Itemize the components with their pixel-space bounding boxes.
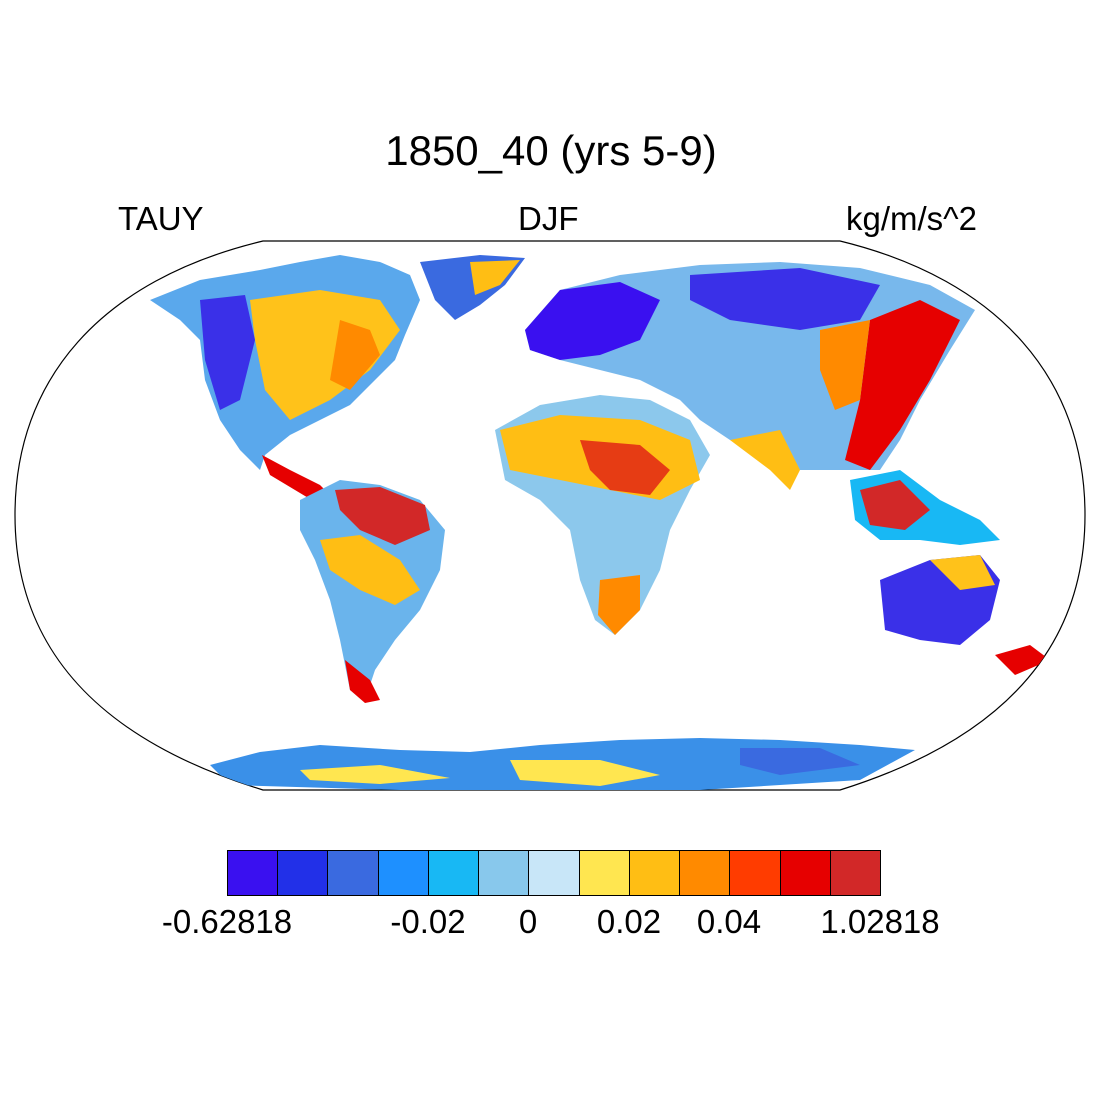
colorbar-tick-label: 1.02818 <box>820 903 940 940</box>
colorbar-box <box>479 851 530 895</box>
units-label: kg/m/s^2 <box>846 200 978 237</box>
antarctica-warm <box>300 765 450 784</box>
nz <box>995 645 1050 675</box>
colorbar-box <box>328 851 379 895</box>
colorbar-box <box>529 851 580 895</box>
na-warm <box>250 290 400 420</box>
east-asia-red <box>845 300 960 470</box>
colorbar-box <box>629 851 681 895</box>
sa-tip <box>345 660 380 703</box>
colorbar-box <box>730 851 781 895</box>
colorbar-box <box>378 851 429 895</box>
colorbar-tick-label: 0 <box>518 903 538 940</box>
colorbar-box <box>278 851 329 895</box>
colorbar-box <box>579 851 630 895</box>
colorbar-box <box>830 851 881 895</box>
colorbar-tick-label: 0.02 <box>596 903 662 940</box>
na-cool <box>200 295 255 410</box>
variable-label: TAUY <box>118 200 204 237</box>
season-label: DJF <box>518 200 579 237</box>
africa-hot <box>580 440 670 495</box>
colorbar-box <box>428 851 480 895</box>
sa-red <box>335 487 430 545</box>
map-title: 1850_40 (yrs 5-9) <box>385 127 717 174</box>
asia-orange <box>820 320 870 410</box>
colorbar-box <box>228 851 279 895</box>
greenland-warm <box>470 260 520 295</box>
sa-orange <box>320 535 420 605</box>
antarctica-warm2 <box>510 760 660 786</box>
africa-south <box>598 575 640 635</box>
australia-warm <box>930 555 995 590</box>
colorbar-tick-label: -0.62818 <box>161 903 293 940</box>
colorbar-tick-label: 0.04 <box>696 903 762 940</box>
na-red <box>330 320 380 390</box>
colorbar-box <box>780 851 831 895</box>
colorbar-box <box>680 851 731 895</box>
colorbar-tick-label: -0.02 <box>390 903 466 940</box>
antarctica-cold <box>740 748 860 775</box>
se-asia-red <box>860 480 930 530</box>
siberia-cold <box>690 268 880 330</box>
india <box>730 430 800 490</box>
europe-cold <box>525 282 660 360</box>
colorbar <box>227 850 881 896</box>
